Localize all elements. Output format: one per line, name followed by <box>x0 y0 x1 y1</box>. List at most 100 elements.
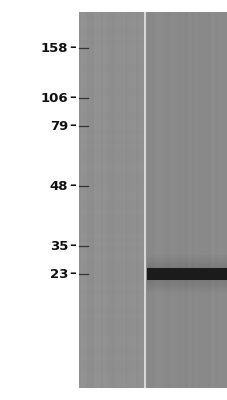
Bar <box>78 59 227 64</box>
Bar <box>194 12 197 388</box>
Text: –: – <box>69 240 76 252</box>
Bar <box>114 12 116 388</box>
Bar <box>146 286 227 288</box>
Bar <box>78 116 227 120</box>
Bar <box>78 106 227 111</box>
Bar <box>78 256 227 261</box>
Text: 158: 158 <box>41 42 68 54</box>
Bar <box>78 374 227 378</box>
Bar <box>131 12 133 388</box>
Bar <box>146 280 227 281</box>
Bar <box>210 12 214 388</box>
Bar <box>181 12 184 388</box>
Bar <box>78 294 227 299</box>
Text: –: – <box>69 42 76 54</box>
Bar <box>78 318 227 322</box>
Bar <box>171 12 174 388</box>
Bar <box>78 12 81 388</box>
Bar <box>204 12 207 388</box>
Bar <box>78 158 227 162</box>
Bar <box>78 299 227 304</box>
Bar <box>129 12 131 388</box>
Bar <box>78 242 227 247</box>
Bar <box>78 87 227 92</box>
Bar <box>127 12 129 388</box>
Bar <box>78 40 227 45</box>
Bar <box>146 288 227 290</box>
Text: –: – <box>69 180 76 192</box>
Bar <box>78 82 227 87</box>
Bar <box>78 364 227 369</box>
Bar <box>111 12 114 388</box>
Bar <box>174 12 177 388</box>
Bar <box>164 12 167 388</box>
Bar <box>78 31 227 36</box>
Bar <box>197 12 200 388</box>
Bar <box>78 280 227 285</box>
Bar <box>78 167 227 172</box>
Bar <box>146 281 227 283</box>
Bar <box>78 50 227 54</box>
Bar <box>78 130 227 134</box>
Bar <box>207 12 210 388</box>
Bar <box>146 283 227 285</box>
Bar <box>78 355 227 360</box>
Bar <box>144 12 227 388</box>
Bar <box>146 260 227 262</box>
Bar <box>78 228 227 233</box>
Bar <box>78 120 227 125</box>
Bar <box>78 303 227 308</box>
Text: –: – <box>69 120 76 132</box>
Bar <box>78 285 227 289</box>
Bar <box>78 313 227 318</box>
Bar <box>78 190 227 195</box>
Bar <box>78 45 227 50</box>
Bar <box>140 12 142 388</box>
Bar <box>78 205 227 209</box>
Bar <box>78 266 227 270</box>
Bar <box>78 111 227 115</box>
Bar <box>78 214 227 219</box>
Bar <box>148 12 151 388</box>
Bar <box>78 383 227 388</box>
Bar <box>78 144 227 148</box>
Bar <box>78 64 227 68</box>
Bar <box>146 285 227 286</box>
Bar <box>85 12 87 388</box>
Text: 23: 23 <box>50 268 68 280</box>
Bar <box>78 17 227 22</box>
Bar <box>78 275 227 280</box>
Bar <box>78 172 227 176</box>
Bar <box>146 262 227 263</box>
Bar <box>214 12 217 388</box>
Bar <box>78 224 227 228</box>
Text: –: – <box>69 92 76 104</box>
Bar <box>144 12 148 388</box>
Bar <box>78 341 227 346</box>
Bar <box>78 336 227 341</box>
Bar <box>78 369 227 374</box>
Bar <box>78 308 227 313</box>
Bar <box>91 12 94 388</box>
Bar <box>78 153 227 158</box>
Bar <box>217 12 220 388</box>
Bar <box>161 12 164 388</box>
Bar <box>78 68 227 73</box>
Bar <box>78 210 227 214</box>
Bar <box>78 238 227 242</box>
Bar <box>78 200 227 205</box>
Bar <box>122 12 124 388</box>
Bar <box>138 12 140 388</box>
Bar <box>100 12 102 388</box>
Bar <box>78 26 227 31</box>
Bar <box>146 257 227 258</box>
Bar <box>78 73 227 78</box>
Bar <box>78 162 227 167</box>
Bar <box>146 267 227 268</box>
Bar <box>220 12 224 388</box>
Bar <box>190 12 194 388</box>
Bar <box>78 233 227 238</box>
Bar <box>78 139 227 144</box>
Bar <box>89 12 91 388</box>
Bar <box>78 101 227 106</box>
